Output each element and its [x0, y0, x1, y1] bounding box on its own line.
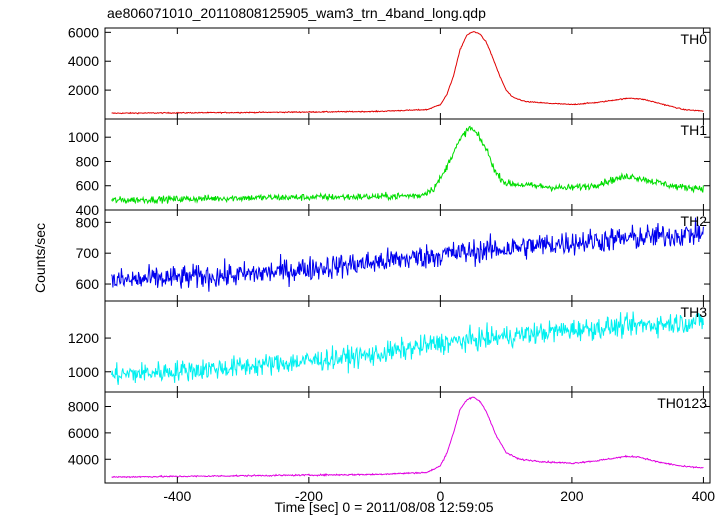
y-tick-label: 1000: [68, 129, 99, 145]
y-tick-label: 1200: [68, 330, 99, 346]
panel-frame: [104, 118, 711, 211]
panel-frame: [104, 209, 711, 302]
x-tick-label: 400: [692, 488, 716, 504]
y-tick-label: 8000: [68, 399, 99, 415]
y-tick-label: 400: [76, 202, 100, 218]
x-axis-label: Time [sec] 0 = 2011/08/08 12:59:05: [274, 499, 493, 515]
y-tick-label: 800: [76, 153, 100, 169]
series-line-th1: [111, 125, 704, 205]
y-tick-label: 2000: [68, 82, 99, 98]
panel-th0123: 4000 6000 8000 TH0123: [68, 391, 711, 484]
y-tick-label: 600: [76, 178, 100, 194]
panel-th1: 400 600 800 1000 TH1: [68, 118, 711, 218]
panel-th0: 2000 4000 6000 TH0: [68, 24, 711, 120]
y-tick-label: 600: [76, 276, 100, 292]
panel-th2: 600 700 800 TH2: [76, 209, 711, 302]
band-label-th0: TH0: [681, 31, 708, 47]
series-line-th0: [111, 31, 704, 115]
series-line-th3: [111, 311, 704, 385]
band-label-th2: TH2: [681, 213, 708, 229]
panel-th3: 1000 1200 TH3: [68, 300, 711, 393]
y-tick-label: 6000: [68, 24, 99, 40]
band-label-th0123: TH0123: [657, 395, 707, 411]
panel-frame: [104, 391, 711, 484]
y-tick-label: 4000: [68, 53, 99, 69]
series-line-th2: [111, 217, 704, 292]
y-tick-label: 4000: [68, 451, 99, 467]
y-tick-label: 1000: [68, 364, 99, 380]
y-tick-label: 700: [76, 245, 100, 261]
series-line-th0123: [111, 396, 704, 479]
x-tick-label: 200: [560, 488, 584, 504]
band-label-th3: TH3: [681, 304, 708, 320]
x-tick-label: 0: [436, 488, 444, 504]
y-axis-label: Counts/sec: [32, 223, 48, 293]
chart-title: ae806071010_20110808125905_wam3_trn_4ban…: [107, 5, 486, 21]
x-tick-label: -400: [163, 488, 191, 504]
y-tick-label: 6000: [68, 425, 99, 441]
y-tick-label: 800: [76, 214, 100, 230]
x-tick-label: -200: [295, 488, 323, 504]
panel-frame: [104, 27, 711, 120]
band-label-th1: TH1: [681, 122, 708, 138]
